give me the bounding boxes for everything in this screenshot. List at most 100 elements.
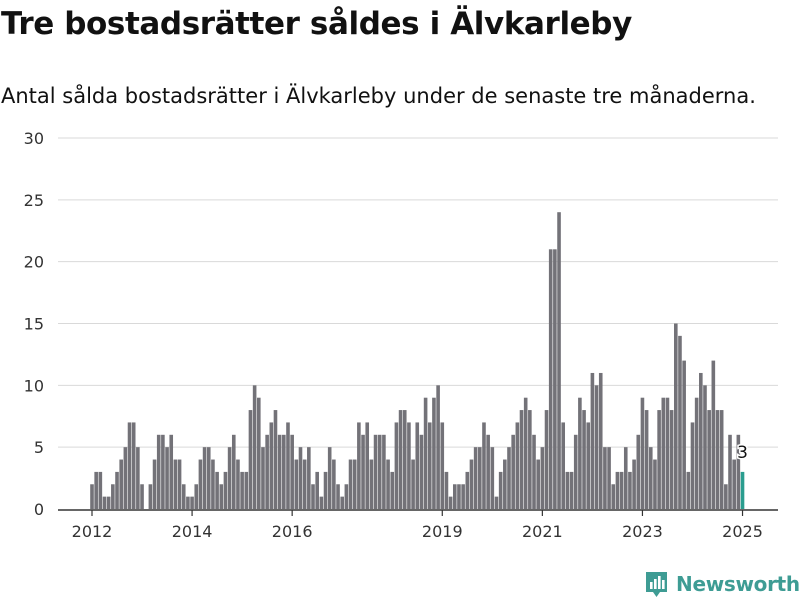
bar <box>573 434 578 509</box>
bar <box>90 484 94 509</box>
bar <box>136 447 140 509</box>
bar <box>398 410 403 509</box>
bar <box>286 422 290 509</box>
bar <box>674 323 678 509</box>
bar <box>227 447 232 509</box>
bar <box>503 459 507 509</box>
bar <box>436 385 440 509</box>
bar <box>223 471 228 509</box>
bar <box>402 410 407 509</box>
bar <box>327 447 332 509</box>
x-tick-label: 2016 <box>272 522 313 541</box>
bar <box>678 335 682 509</box>
bar <box>444 471 449 509</box>
bar <box>669 410 674 509</box>
bar <box>636 434 641 509</box>
bar <box>457 484 461 509</box>
bar <box>307 447 311 509</box>
bar <box>711 360 716 509</box>
bar <box>382 434 386 509</box>
bar <box>315 471 319 509</box>
bar <box>181 484 186 509</box>
bar <box>206 447 211 509</box>
bar-series <box>90 212 745 510</box>
bar <box>473 447 478 509</box>
bar <box>632 459 636 509</box>
bar <box>465 471 470 509</box>
bar <box>156 434 161 509</box>
bar <box>186 496 190 509</box>
bar <box>269 422 274 509</box>
bar <box>699 372 703 509</box>
bar <box>615 471 620 509</box>
bar <box>440 422 445 509</box>
bar <box>478 447 482 509</box>
bar <box>519 410 524 509</box>
bar <box>277 434 282 509</box>
bar <box>231 434 236 509</box>
bar <box>486 434 490 509</box>
bar <box>357 422 361 509</box>
bar <box>202 447 207 509</box>
bar <box>419 434 424 509</box>
bar <box>498 471 503 509</box>
bar <box>148 484 153 509</box>
bar <box>561 422 566 509</box>
bar <box>623 447 628 509</box>
bar <box>115 471 119 509</box>
y-tick-label: 30 <box>24 129 44 148</box>
brand-name: Newsworthy <box>676 572 800 596</box>
bar <box>377 434 382 509</box>
bar <box>732 459 736 509</box>
y-tick-label: 5 <box>34 438 44 457</box>
bar <box>273 410 278 509</box>
bar <box>619 471 624 509</box>
bar <box>390 471 395 509</box>
newsworthy-logo-icon <box>646 572 667 597</box>
x-tick-label: 2014 <box>172 522 213 541</box>
bar <box>411 459 415 509</box>
bar <box>682 360 686 509</box>
bar <box>252 385 257 509</box>
bar <box>294 459 299 509</box>
bar <box>165 447 169 509</box>
bar <box>290 434 294 509</box>
brand-logo[interactable]: Newsworthy <box>644 568 800 600</box>
grid-lines <box>58 137 778 448</box>
bar <box>248 410 253 509</box>
bar <box>507 447 511 509</box>
bar <box>611 484 616 509</box>
bar <box>332 459 336 509</box>
x-tick-label: 2023 <box>622 522 663 541</box>
bar <box>131 422 136 509</box>
chart-title: Tre bostadsrätter såldes i Älvkarleby <box>1 6 632 42</box>
bar <box>173 459 178 509</box>
bar <box>448 496 453 509</box>
x-tick-label: 2025 <box>722 522 763 541</box>
bar <box>340 496 344 509</box>
bar <box>528 410 532 509</box>
bar <box>628 471 632 509</box>
bar <box>98 471 103 509</box>
bar <box>198 459 203 509</box>
bar <box>298 447 303 509</box>
bar <box>190 496 194 509</box>
bar <box>261 447 265 509</box>
bar <box>244 471 249 509</box>
bar <box>215 471 219 509</box>
bar <box>169 434 174 509</box>
bar <box>123 447 128 509</box>
bar <box>515 422 520 509</box>
bar <box>219 484 224 509</box>
bar <box>736 434 741 509</box>
y-tick-label: 25 <box>24 191 44 210</box>
bar <box>365 422 370 509</box>
bar <box>119 459 123 509</box>
bar <box>511 434 515 509</box>
bar <box>236 459 240 509</box>
y-tick-label: 15 <box>24 315 44 334</box>
bar <box>469 459 474 509</box>
bar <box>707 410 711 509</box>
bar <box>686 471 691 509</box>
